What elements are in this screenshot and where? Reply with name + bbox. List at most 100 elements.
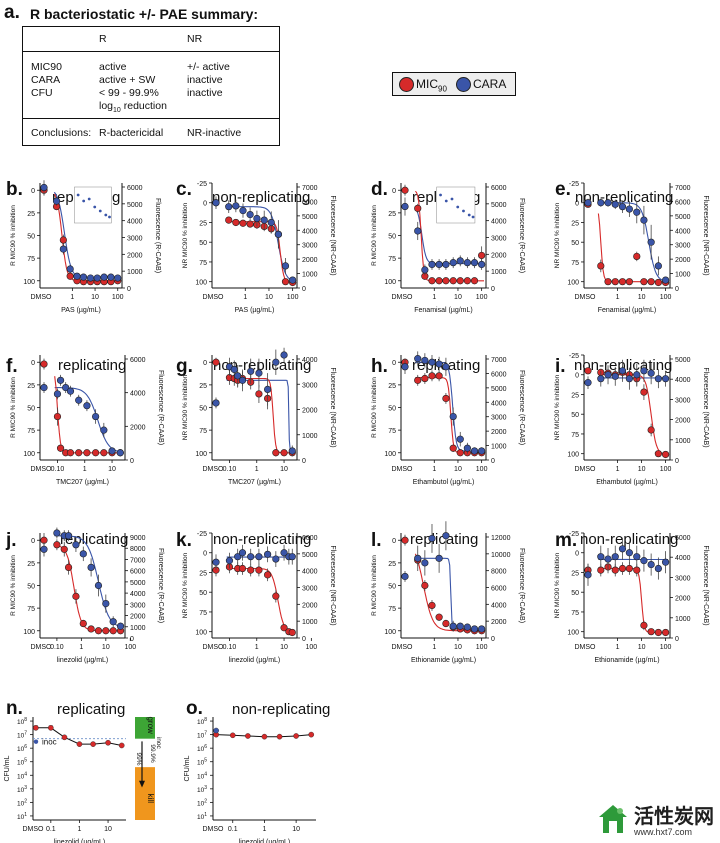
panel-e-cara-point xyxy=(611,200,619,208)
panel-g-y2tick-label: 3000 xyxy=(302,382,318,389)
panel-o-xtick-label: 1 xyxy=(262,826,266,833)
panel-i-y2tick-label: 5000 xyxy=(675,357,691,364)
panel-g-cara-point xyxy=(230,365,238,374)
table-divider-top xyxy=(23,51,279,52)
panel-g-mic90-fit xyxy=(226,377,295,454)
panel-h-mic90-point xyxy=(449,444,457,452)
panel-e-mic90-point xyxy=(647,278,655,286)
panel-k-ytick-label: 0 xyxy=(203,551,207,558)
panel-m-ytick-label: 50 xyxy=(571,590,579,597)
panel-i-ytick-label: 75 xyxy=(571,432,579,439)
panel-m-cara-point xyxy=(647,560,655,569)
panel-h-mic90-point xyxy=(456,449,464,457)
panel-k-xtick-label: 10 xyxy=(280,644,288,651)
panel-b-xtick-label: 100 xyxy=(112,294,124,301)
panel-g-y2label: Fluorescence (NR-CAAB) xyxy=(329,367,336,447)
panel-i-xlabel: Ethambutol (µg/mL) xyxy=(596,479,658,486)
panel-n-kill-label: kill xyxy=(146,794,155,804)
panel-j-cara-point xyxy=(94,581,103,590)
panel-i-y2tick-label: 4000 xyxy=(675,377,691,384)
panel-j-y2tick-label: 9000 xyxy=(130,535,146,542)
panel-c-cara-point xyxy=(289,276,297,284)
panel-d-mic90-point xyxy=(470,277,479,285)
legend-mic-marker xyxy=(399,77,414,92)
panel-j-xtick-dmso: DMSO xyxy=(31,644,53,651)
panel-l-mic90-point xyxy=(401,536,409,544)
panel-i-y2tick-label: 1000 xyxy=(675,438,691,445)
panel-j-y2tick-label: 3000 xyxy=(130,602,146,609)
panel-l-cara-point xyxy=(401,572,409,581)
panel-m-xtick-label: 100 xyxy=(660,644,672,651)
panel-o-ytick-label: 106 xyxy=(197,744,207,753)
panel-d-label: d. xyxy=(371,179,388,200)
panel-n-xtick-label: 1 xyxy=(77,826,81,833)
panel-d-cara-point xyxy=(401,202,409,211)
panel-n-cfu-point xyxy=(61,734,68,741)
panel-c-cara-point xyxy=(253,214,261,223)
panel-j-xlabel: linezolid (µg/mL) xyxy=(57,657,109,664)
panel-g-xlabel: TMC207 (µg/mL) xyxy=(228,479,281,486)
panel-c-y2tick-label: 6000 xyxy=(302,199,318,206)
panel-c-xtick-label: 100 xyxy=(287,294,299,301)
row-r-log-reduction: log10 reduction xyxy=(99,100,167,114)
panel-h-cara-point xyxy=(435,360,443,368)
panel-c-cara-point xyxy=(239,207,247,215)
panel-n-ylabel: CFU/mL xyxy=(4,755,11,781)
panel-c-mic90-point xyxy=(281,278,290,286)
panel-g-cara-point xyxy=(280,351,288,359)
panel-g-cara-point xyxy=(272,358,280,366)
panel-d-inset-point xyxy=(439,193,442,197)
panel-f-label: f. xyxy=(6,356,18,377)
panel-e-cara-point xyxy=(597,199,605,207)
panel-o-ytick-label: 108 xyxy=(197,717,207,726)
panel-b-mic90-point xyxy=(59,236,67,244)
panel-i-mic90-point xyxy=(640,388,648,396)
legend: MIC90 CARA xyxy=(392,72,516,96)
panel-m-y2tick-label: 1000 xyxy=(675,616,691,623)
panel-e-ytick-label: 100 xyxy=(567,280,579,287)
panel-m-y2tick-label: 2000 xyxy=(675,596,691,603)
panel-e-y2tick-label: 5000 xyxy=(675,214,691,221)
panel-c-xtick-label: 10 xyxy=(265,294,273,301)
panel-d-y2tick-label: 4000 xyxy=(491,219,507,226)
panel-h-ytick-label: 0 xyxy=(392,360,396,367)
panel-c-cara-point xyxy=(232,202,240,210)
panel-l-y2tick-label: 2000 xyxy=(491,619,507,626)
panel-d-y2tick-label: 6000 xyxy=(491,185,507,192)
panel-j-mic90-point xyxy=(87,625,95,633)
panel-b-y2tick-label: 1000 xyxy=(127,269,143,276)
panel-e-ytick-label: -25 xyxy=(569,181,579,188)
panel-d-ylabel: R MIC90 % inhibition xyxy=(371,205,378,266)
panel-b-cara-point xyxy=(66,265,74,273)
panel-e-xlabel: Fenamisal (µg/mL) xyxy=(598,307,657,314)
panel-f-mic90-point xyxy=(40,360,48,368)
panel-j-ytick-label: 25 xyxy=(27,561,35,568)
panel-i-mic90-fit xyxy=(598,374,668,455)
panel-f-xtick-label: 1 xyxy=(83,466,87,473)
panel-l-label: l. xyxy=(371,530,382,551)
panel-k-y2tick-label: 1000 xyxy=(302,619,318,626)
log-text: log xyxy=(99,100,114,112)
panel-i-mic90-point xyxy=(654,450,662,458)
panel-g-ytick-label: 75 xyxy=(199,428,207,435)
panel-i-cara-point xyxy=(647,369,655,377)
panel-d-cara-point xyxy=(421,266,429,274)
panel-l-mic90-point xyxy=(428,601,436,610)
panel-m-cara-point xyxy=(640,557,648,565)
panel-h-ytick-label: 25 xyxy=(388,383,396,390)
panel-j-xtick-label: 0.10 xyxy=(50,644,64,651)
panel-b-y2tick-label: 0 xyxy=(127,286,131,293)
row-nr-mic90: +/- active xyxy=(187,61,230,73)
panel-n-ytick-label: 104 xyxy=(17,771,27,780)
panel-h-xtick-dmso: DMSO xyxy=(392,466,414,473)
panel-m-cara-point xyxy=(618,545,627,553)
panel-h-y2tick-label: 7000 xyxy=(491,357,507,364)
panel-h-mic90-fit xyxy=(415,377,484,454)
panel-j-mic90-point xyxy=(53,541,61,549)
panel-n-label: n. xyxy=(6,698,23,719)
panel-g-mic90-point xyxy=(255,390,263,398)
panel-f-mic90-point xyxy=(100,449,108,457)
panel-m-mic90-point xyxy=(625,564,633,573)
panel-h-ylabel: R MIC90 % inhibition xyxy=(371,377,378,438)
panel-f-cara-point xyxy=(116,449,124,457)
